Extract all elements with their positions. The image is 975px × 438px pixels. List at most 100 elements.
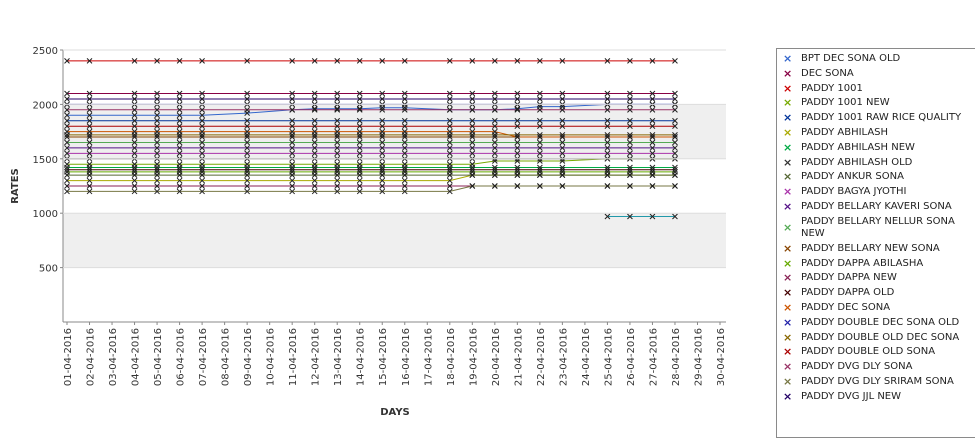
data-point-marker [379, 134, 386, 140]
data-point-marker [244, 58, 250, 64]
data-point-marker [289, 90, 296, 97]
data-point-marker [627, 123, 633, 130]
data-point-marker [176, 117, 183, 124]
legend-label: PADDY DVG DLY SRIRAM SONA [801, 376, 954, 387]
data-point-marker [491, 134, 498, 140]
data-point-marker [131, 166, 138, 173]
legend-label: PADDY BELLARY NELLUR SONA NEW [801, 215, 955, 239]
data-point-marker [154, 166, 160, 173]
legend-label: PADDY 1001 RAW RICE QUALITY [801, 112, 962, 124]
series-markers [64, 58, 678, 220]
data-point-marker [356, 132, 363, 138]
data-point-marker [356, 183, 363, 189]
data-point-marker [334, 150, 341, 157]
data-point-marker [604, 90, 611, 97]
legend-marker-icon: × [783, 126, 793, 139]
data-point-marker [311, 96, 318, 102]
data-point-marker [334, 58, 341, 64]
x-tick-label: 24-04-2016 [581, 328, 592, 386]
x-tick-label: 18-04-2016 [446, 328, 457, 386]
legend-label: PADDY DEC SONA [801, 302, 891, 313]
data-point-marker [446, 177, 453, 184]
legend-item: × PADDY DAPPA ABILASHA [777, 257, 975, 270]
data-point-marker [176, 169, 183, 175]
data-point-marker [559, 96, 566, 102]
data-point-marker [559, 132, 566, 138]
data-point-marker [154, 177, 160, 184]
data-point-marker [559, 58, 566, 64]
data-point-marker [176, 145, 183, 151]
data-point-marker [244, 188, 250, 195]
data-point-marker [154, 117, 160, 124]
data-point-marker [401, 164, 408, 171]
data-point-marker [289, 150, 296, 157]
data-point-marker [334, 145, 341, 151]
data-point-marker [64, 169, 70, 175]
data-point-marker [64, 188, 70, 195]
data-point-marker [64, 166, 70, 173]
data-point-marker [176, 139, 183, 146]
data-point-marker [469, 117, 476, 124]
x-tick-label: 06-04-2016 [176, 328, 187, 386]
data-point-marker [176, 90, 183, 97]
x-tick-label: 10-04-2016 [266, 328, 277, 386]
data-point-marker [491, 166, 498, 173]
data-point-marker [627, 150, 633, 157]
legend-item: × PADDY DAPPA OLD [777, 287, 975, 299]
data-point-marker [379, 150, 386, 157]
data-point-marker [491, 132, 498, 138]
data-point-marker [356, 58, 363, 64]
legend-label: PADDY ABHILASH [801, 127, 889, 138]
data-point-marker [604, 213, 611, 220]
data-point-marker [176, 132, 183, 138]
data-point-marker [649, 169, 656, 175]
data-point-marker [86, 106, 93, 113]
data-point-marker [64, 139, 70, 146]
data-point-marker [199, 177, 205, 184]
data-point-marker [334, 169, 341, 175]
data-point-marker [64, 177, 70, 184]
legend-item: × PADDY DEC SONA [777, 302, 975, 314]
data-point-marker [176, 188, 183, 195]
data-point-marker [491, 164, 498, 171]
legend-item: × PADDY DOUBLE DEC SONA OLD [777, 316, 975, 329]
data-point-marker [244, 166, 250, 173]
data-point-marker [672, 164, 678, 171]
data-point-marker [244, 145, 250, 151]
data-point-marker [131, 112, 138, 119]
x-axis-title: DAYS [380, 407, 410, 418]
data-point-marker [604, 139, 611, 146]
data-point-marker [537, 132, 543, 138]
data-point-marker [379, 58, 386, 64]
data-point-marker [289, 164, 296, 171]
data-point-marker [64, 96, 70, 102]
data-point-marker [537, 139, 543, 146]
data-point-marker [401, 188, 408, 195]
data-point-marker [356, 164, 363, 171]
data-point-marker [514, 132, 521, 138]
data-point-marker [469, 96, 476, 102]
data-point-marker [86, 145, 93, 151]
legend-marker-icon: × [783, 96, 793, 110]
legend-marker-icon: × [783, 200, 793, 213]
data-point-marker [86, 96, 93, 102]
background-band-0 [63, 213, 726, 268]
data-point-marker [514, 96, 521, 102]
data-point-marker [627, 166, 633, 173]
legend-label: PADDY ANKUR SONA [801, 171, 904, 183]
data-point-marker [176, 106, 183, 113]
data-point-marker [379, 183, 386, 189]
data-point-marker [446, 188, 453, 195]
data-point-marker [491, 169, 498, 175]
x-tick-label: 17-04-2016 [423, 328, 434, 386]
data-point-marker [86, 169, 93, 175]
legend-marker-icon: × [783, 389, 793, 403]
data-point-marker [289, 106, 296, 113]
data-point-marker [401, 150, 408, 157]
data-point-marker [446, 117, 453, 124]
data-point-marker [469, 164, 476, 171]
data-point-marker [401, 58, 408, 64]
legend-label: PADDY DAPPA NEW [801, 272, 897, 284]
data-point-marker [334, 123, 341, 130]
data-point-marker [244, 106, 250, 113]
